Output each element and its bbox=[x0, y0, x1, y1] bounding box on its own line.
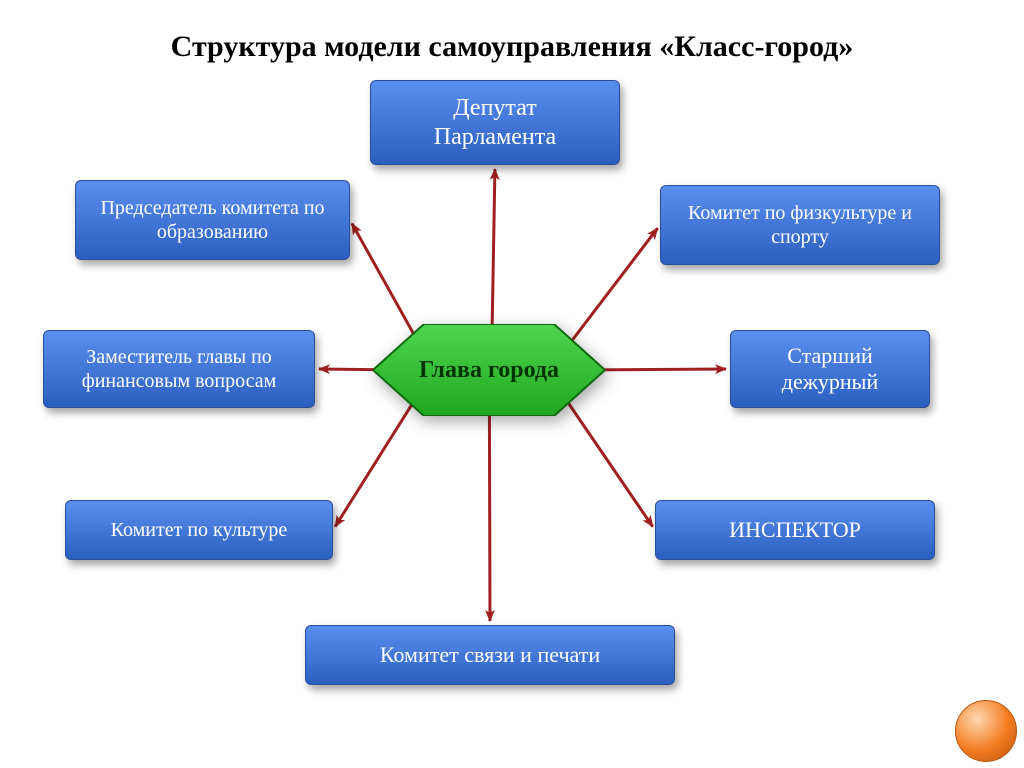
diagram-title: Структура модели самоуправления «Класс-г… bbox=[0, 30, 1024, 64]
node-label: Заместитель главы по финансовым вопросам bbox=[54, 345, 304, 393]
node-label: ДепутатПарламента bbox=[434, 94, 556, 152]
node-label: Председатель комитета по образованию bbox=[86, 196, 339, 244]
node-committee-culture: Комитет по культуре bbox=[65, 500, 333, 560]
node-label: Комитет по культуре bbox=[111, 518, 288, 542]
node-label: Комитет связи и печати bbox=[380, 642, 600, 668]
node-committee-education: Председатель комитета по образованию bbox=[75, 180, 350, 260]
node-senior-duty: Старшийдежурный bbox=[730, 330, 930, 408]
node-label: Старшийдежурный bbox=[782, 343, 879, 396]
corner-dot bbox=[955, 700, 1017, 762]
node-label: Комитет по физкультуре и спорту bbox=[671, 201, 929, 249]
node-inspector: ИНСПЕКТОР bbox=[655, 500, 935, 560]
node-committee-sport: Комитет по физкультуре и спорту bbox=[660, 185, 940, 265]
node-deputy-parliament: ДепутатПарламента bbox=[370, 80, 620, 165]
node-label: ИНСПЕКТОР bbox=[729, 517, 861, 543]
node-deputy-finance: Заместитель главы по финансовым вопросам bbox=[43, 330, 315, 408]
node-committee-press: Комитет связи и печати bbox=[305, 625, 675, 685]
diagram-stage: { "title": { "text": "Структура модели с… bbox=[0, 0, 1024, 768]
center-label: Глава города bbox=[373, 324, 605, 416]
